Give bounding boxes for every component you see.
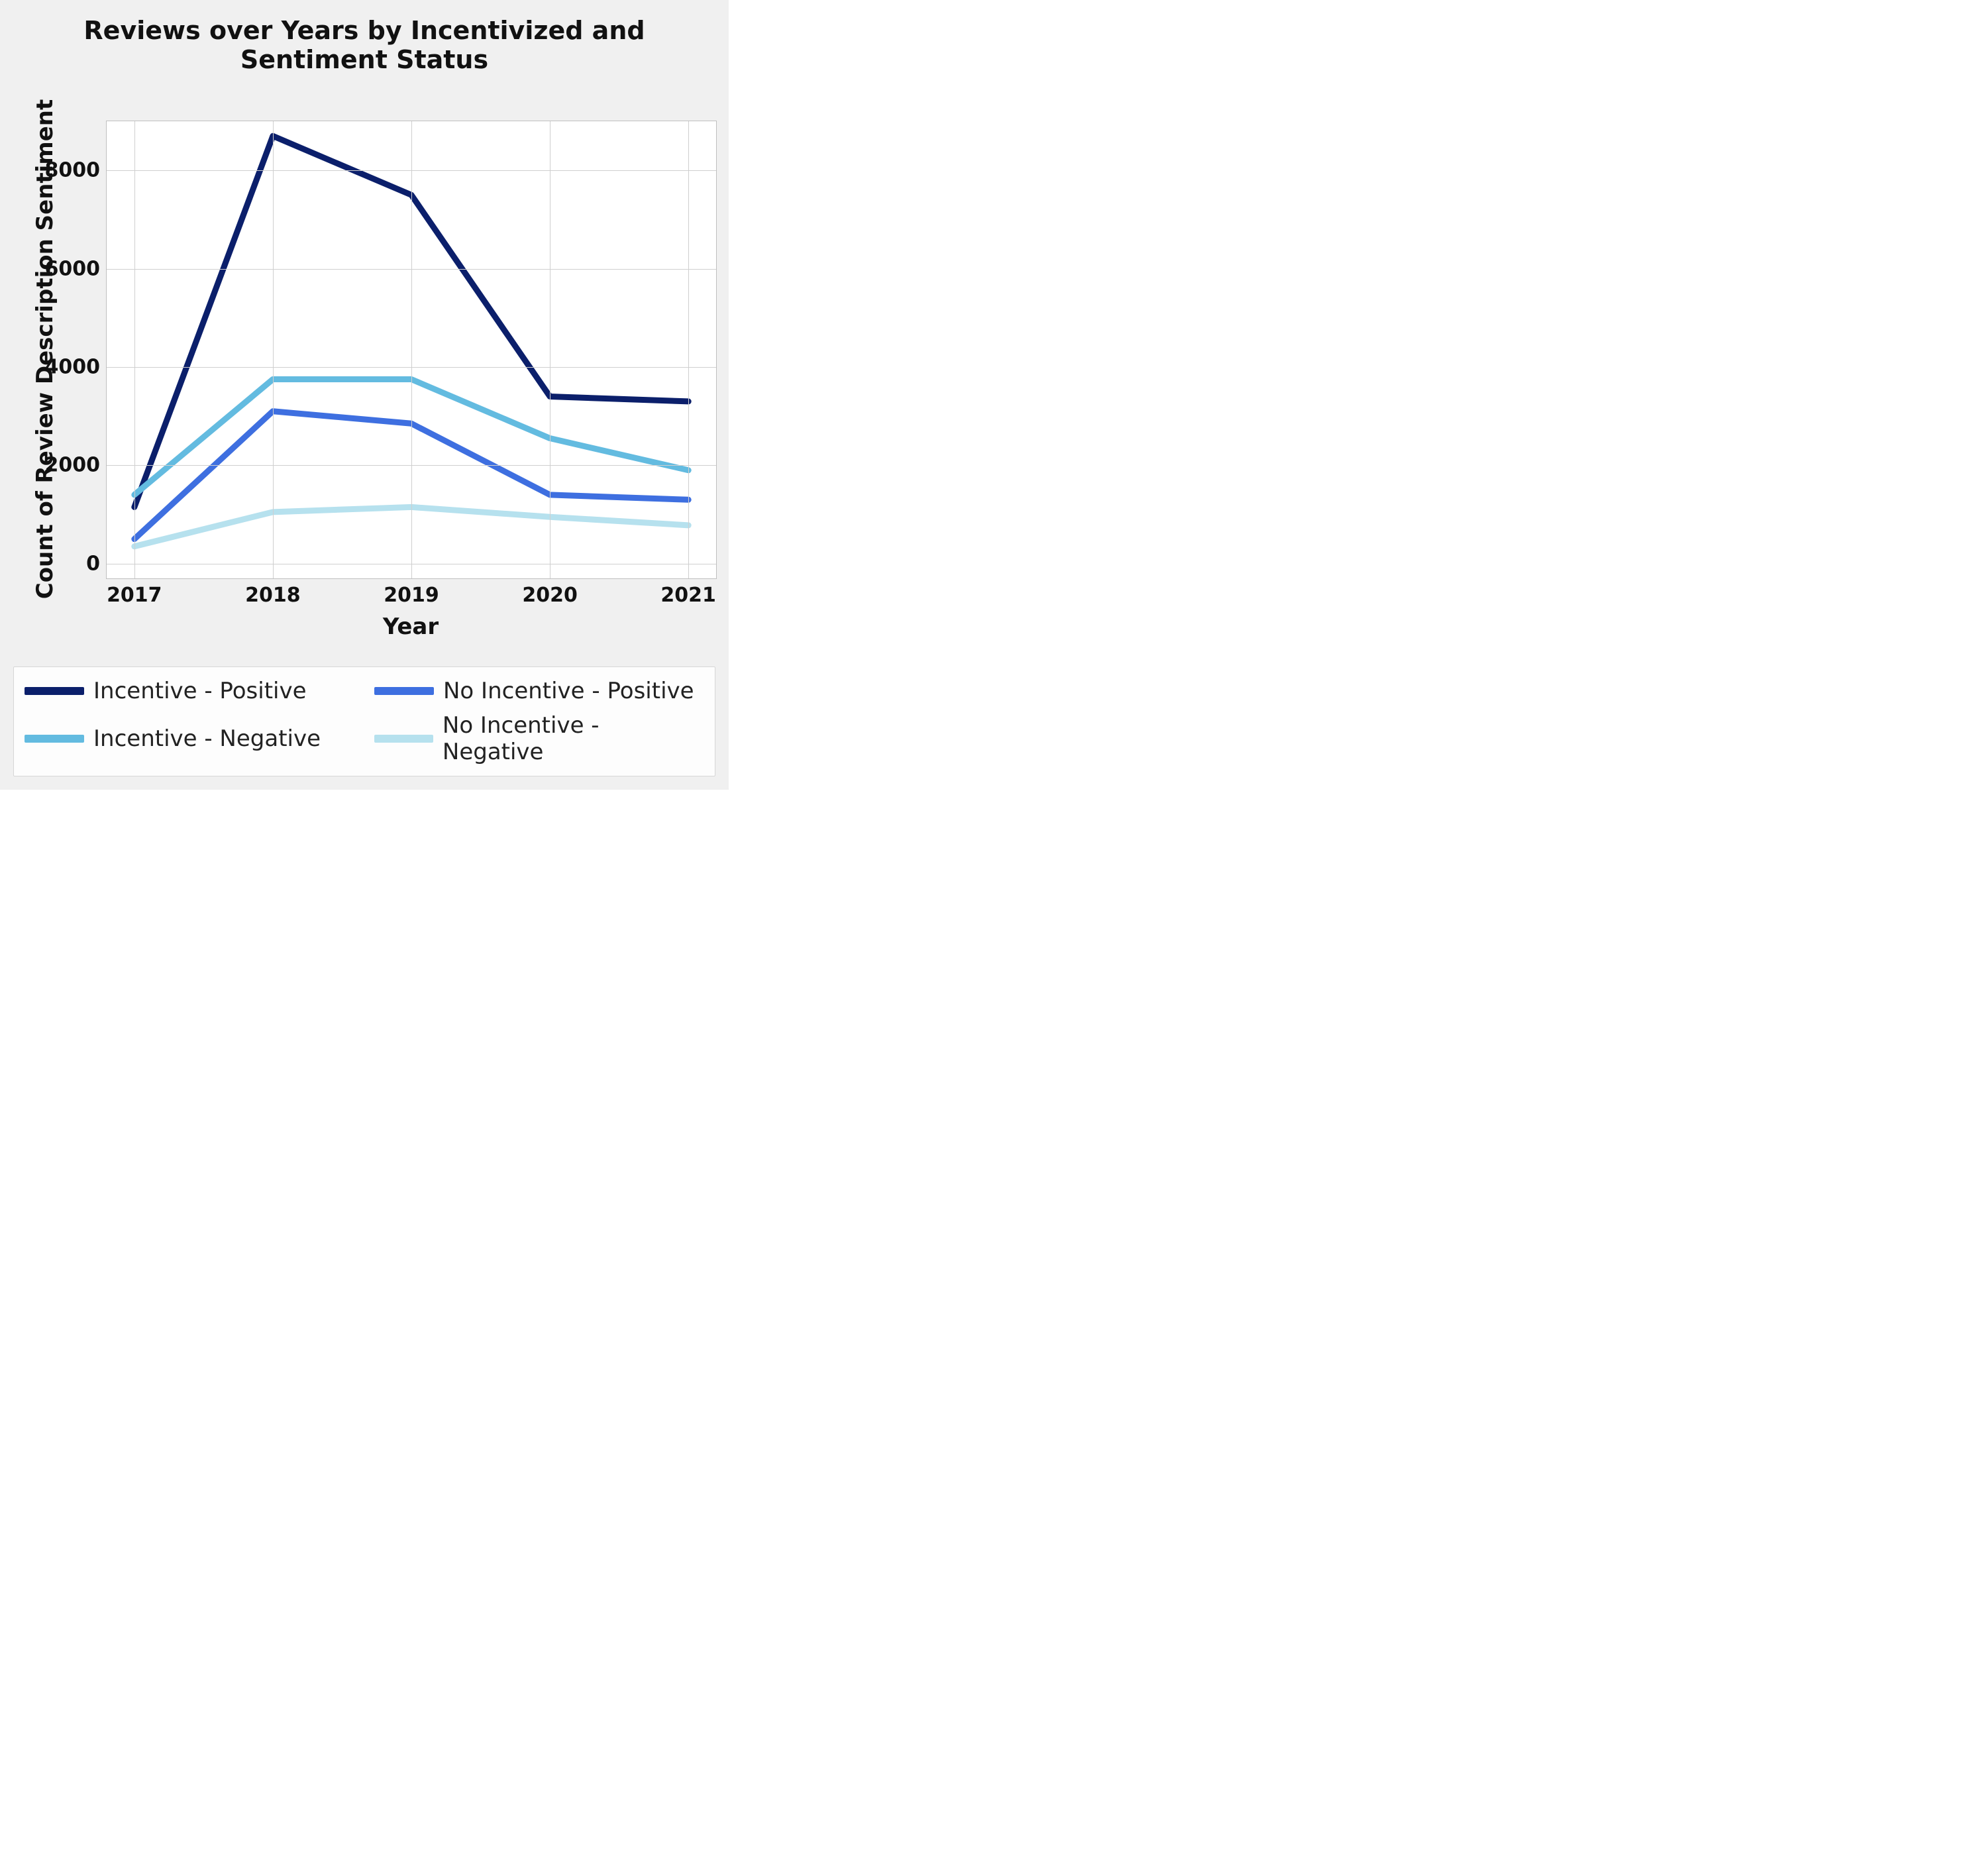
x-axis-label: Year bbox=[383, 613, 439, 640]
plot-wrapper: Count of Review Description Sentiment 20… bbox=[13, 80, 715, 640]
y-tick-label: 2000 bbox=[45, 454, 107, 477]
grid-line-horizontal bbox=[107, 465, 716, 466]
legend-swatch bbox=[374, 735, 433, 743]
legend-label: Incentive - Negative bbox=[93, 725, 321, 752]
legend-swatch bbox=[374, 687, 434, 695]
grid-line-vertical bbox=[411, 121, 412, 578]
legend-label: No Incentive - Positive bbox=[443, 678, 694, 704]
y-tick-label: 8000 bbox=[45, 159, 107, 182]
legend-swatch bbox=[25, 735, 84, 743]
x-tick-label: 2019 bbox=[384, 578, 439, 607]
grid-line-vertical bbox=[134, 121, 135, 578]
grid-line-horizontal bbox=[107, 170, 716, 171]
plot-area: 2017201820192020202102000400060008000 bbox=[106, 121, 717, 579]
legend-item-incentive_negative: Incentive - Negative bbox=[25, 712, 354, 765]
grid-line-vertical bbox=[688, 121, 689, 578]
chart-title: Reviews over Years by Incentivized and S… bbox=[13, 16, 715, 74]
legend-item-no_incentive_positive: No Incentive - Positive bbox=[374, 678, 704, 704]
legend-label: Incentive - Positive bbox=[93, 678, 307, 704]
y-tick-label: 0 bbox=[86, 552, 107, 575]
grid-line-vertical bbox=[273, 121, 274, 578]
x-tick-label: 2017 bbox=[107, 578, 162, 607]
grid-line-horizontal bbox=[107, 367, 716, 368]
legend-item-no_incentive_negative: No Incentive - Negative bbox=[374, 712, 704, 765]
grid-line-horizontal bbox=[107, 269, 716, 270]
y-tick-label: 6000 bbox=[45, 257, 107, 280]
x-tick-label: 2020 bbox=[522, 578, 578, 607]
x-tick-label: 2021 bbox=[660, 578, 716, 607]
x-tick-label: 2018 bbox=[245, 578, 301, 607]
legend-swatch bbox=[25, 687, 84, 695]
figure-background: Reviews over Years by Incentivized and S… bbox=[0, 0, 729, 790]
legend-label: No Incentive - Negative bbox=[443, 712, 704, 765]
legend-item-incentive_positive: Incentive - Positive bbox=[25, 678, 354, 704]
legend: Incentive - Positive No Incentive - Posit… bbox=[13, 666, 715, 776]
y-tick-label: 4000 bbox=[45, 355, 107, 378]
